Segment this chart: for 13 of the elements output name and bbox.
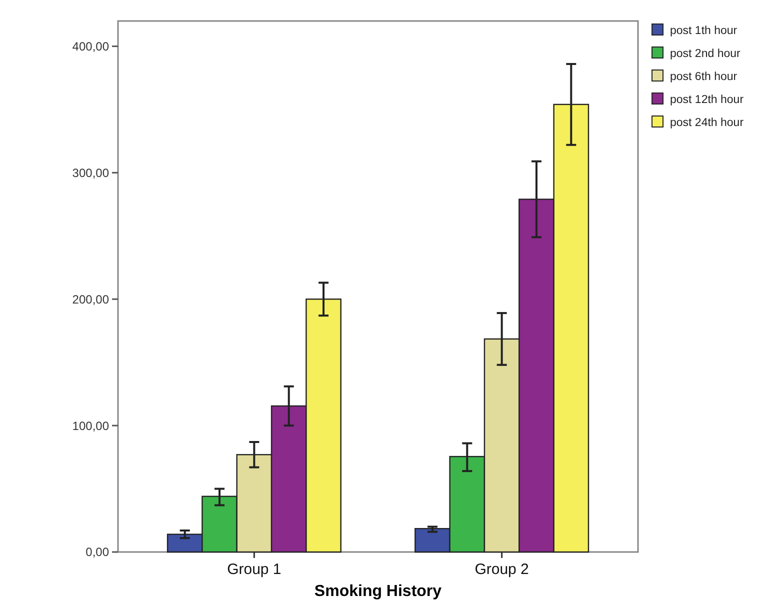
legend-label: post 12th hour (670, 94, 744, 106)
y-tick-label: 400,00 (72, 39, 110, 54)
y-tick-label: 0,00 (86, 545, 110, 560)
legend-label: post 24th hour (670, 117, 744, 130)
legend-label: post 2nd hour (670, 48, 740, 60)
y-tick-label: 100,00 (72, 418, 110, 433)
y-tick-label: 200,00 (72, 292, 110, 306)
x-tick-label: Group 2 (474, 561, 529, 578)
legend-label: post 6th hour (670, 71, 738, 84)
y-tick-label: 300,00 (72, 166, 110, 180)
x-axis-title: Smoking History (314, 583, 442, 600)
legend-label: post 1th hour (670, 25, 738, 38)
x-tick-label: Group 1 (227, 561, 282, 578)
